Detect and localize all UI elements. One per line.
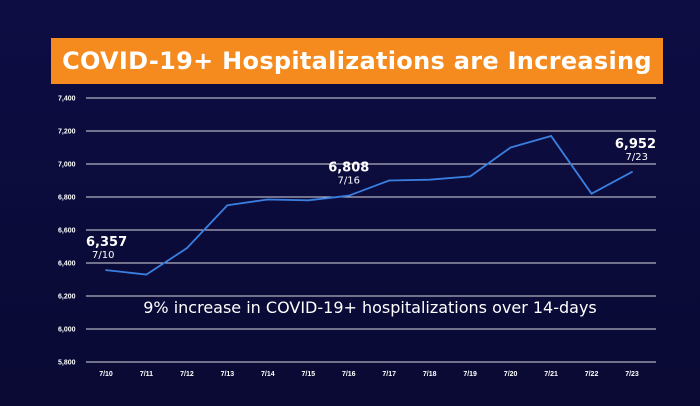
y-tick-label: 7,200 xyxy=(58,129,76,136)
data-point xyxy=(631,171,633,173)
data-label-date: 7/23 xyxy=(626,152,648,163)
y-tick-label: 6,400 xyxy=(58,261,76,268)
x-tick-label: 7/17 xyxy=(382,371,396,378)
data-point xyxy=(550,135,552,137)
data-point xyxy=(469,175,472,178)
x-tick-label: 7/10 xyxy=(99,371,113,378)
y-tick-label: 7,000 xyxy=(58,162,76,169)
data-point xyxy=(307,199,310,202)
data-point xyxy=(428,178,431,181)
x-tick-label: 7/16 xyxy=(342,371,356,378)
data-point xyxy=(266,198,269,201)
data-label-date: 7/10 xyxy=(92,250,114,261)
x-tick-label: 7/11 xyxy=(140,371,153,378)
title-banner: COVID-19+ Hospitalizations are Increasin… xyxy=(51,38,663,84)
y-tick-label: 6,600 xyxy=(58,228,76,235)
x-tick-label: 7/18 xyxy=(423,371,437,378)
data-label-value: 6,952 xyxy=(615,137,656,152)
y-tick-label: 6,800 xyxy=(58,195,76,202)
data-point xyxy=(347,194,350,197)
y-tick-label: 6,000 xyxy=(58,327,76,334)
chart-title: COVID-19+ Hospitalizations are Increasin… xyxy=(62,47,652,75)
chart-annotation: 9% increase in COVID-19+ hospitalization… xyxy=(143,298,597,317)
y-tick-label: 5,800 xyxy=(58,360,76,367)
x-tick-label: 7/21 xyxy=(544,371,558,378)
x-tick-label: 7/12 xyxy=(180,371,194,378)
data-point xyxy=(590,192,593,195)
data-point xyxy=(145,273,148,276)
data-label-value: 6,357 xyxy=(86,235,127,250)
data-point xyxy=(509,146,512,149)
series-hospitalizations xyxy=(105,135,633,276)
x-tick-label: 7/19 xyxy=(463,371,477,378)
y-tick-label: 6,200 xyxy=(58,294,76,301)
x-tick-label: 7/20 xyxy=(504,371,518,378)
y-tick-label: 7,400 xyxy=(58,96,76,103)
data-label-date: 7/16 xyxy=(338,176,360,187)
x-axis-ticks: 7/10 7/11 7/12 7/13 7/14 7/15 7/16 7/17 7/18 7/19… xyxy=(99,371,639,378)
data-point xyxy=(388,179,391,182)
x-tick-label: 7/14 xyxy=(261,371,275,378)
series-line xyxy=(105,135,633,276)
x-tick-label: 7/23 xyxy=(625,371,639,378)
x-tick-label: 7/15 xyxy=(301,371,315,378)
data-label-value: 6,808 xyxy=(328,161,369,176)
grid-lines xyxy=(86,97,656,363)
x-tick-label: 7/13 xyxy=(221,371,235,378)
data-point xyxy=(186,247,188,250)
data-point xyxy=(226,204,229,207)
x-tick-label: 7/22 xyxy=(585,371,599,378)
data-point xyxy=(105,269,107,271)
y-axis-ticks: 5,800 6,000 6,200 6,400 6,600 6,800 7,000 7,200… xyxy=(58,96,76,367)
